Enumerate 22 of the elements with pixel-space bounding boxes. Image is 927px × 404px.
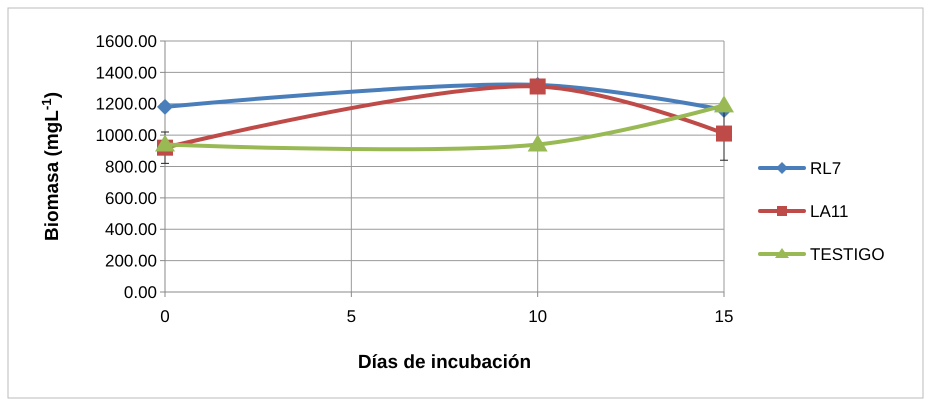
point bbox=[716, 126, 732, 142]
y-tick-label: 800.00 bbox=[105, 157, 157, 176]
y-tick-label: 400.00 bbox=[105, 220, 157, 240]
x-tick-label: 10 bbox=[528, 307, 548, 326]
point bbox=[157, 98, 173, 115]
x-tick-label: 5 bbox=[346, 307, 356, 326]
y-tick-label: 200.00 bbox=[105, 252, 157, 271]
y-tick-label: 1000.00 bbox=[96, 126, 157, 146]
point bbox=[714, 95, 734, 112]
x-tick-label: 0 bbox=[160, 307, 170, 326]
y-tick-label: 600.00 bbox=[105, 188, 157, 208]
legend-label: LA11 bbox=[810, 202, 848, 221]
y-tick-label: 1400.00 bbox=[96, 63, 157, 82]
y-tick-label: 1600.00 bbox=[96, 32, 157, 51]
legend-label: TESTIGO bbox=[810, 244, 885, 264]
y-tick-label: 1200.00 bbox=[96, 94, 157, 114]
x-tick-label: 15 bbox=[714, 307, 734, 326]
point bbox=[155, 134, 175, 152]
x-axis-title: Días de incubación bbox=[358, 352, 532, 373]
y-tick-label: 0.00 bbox=[124, 282, 157, 302]
point bbox=[528, 134, 548, 152]
legend-label: RL7 bbox=[810, 158, 842, 178]
